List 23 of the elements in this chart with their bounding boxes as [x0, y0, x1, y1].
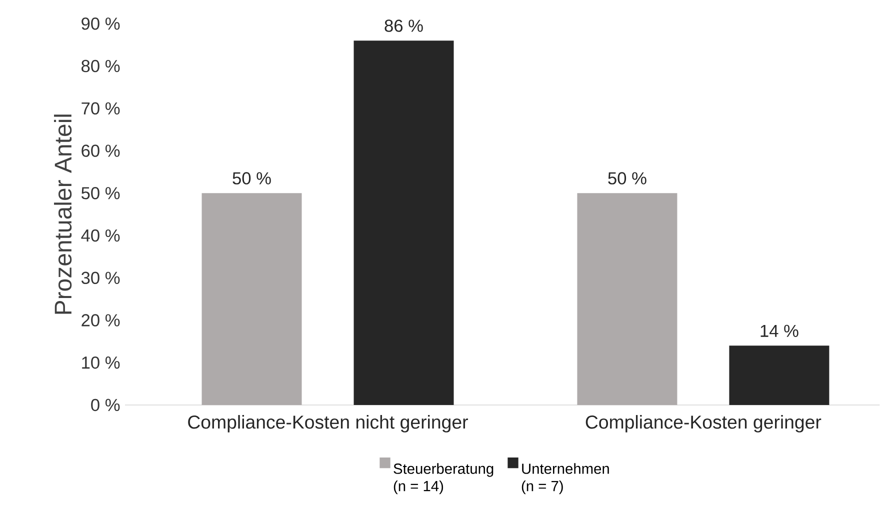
y-tick-label: 10 %	[82, 356, 120, 369]
data-label: 86 %	[384, 20, 423, 32]
legend-label: Unternehmen (n = 7)	[522, 463, 609, 494]
x-tick-label: Compliance-Kosten nicht geringer	[188, 415, 468, 432]
y-axis-title: Prozentualer Anteil	[54, 114, 72, 314]
data-label: 14 %	[760, 324, 798, 337]
bar	[577, 193, 678, 405]
bar	[202, 193, 302, 405]
data-label: 50 %	[232, 172, 271, 184]
y-tick-label: 0 %	[91, 398, 120, 412]
bar	[729, 346, 830, 405]
y-tick-label: 70 %	[82, 102, 120, 115]
y-tick-label: 60 %	[82, 144, 120, 157]
y-tick-label: 80 %	[82, 60, 120, 72]
y-tick-label: 20 %	[82, 314, 120, 326]
x-tick-label: Compliance-Kosten geringer	[586, 415, 822, 432]
y-tick-label: 30 %	[81, 272, 120, 284]
y-tick-label: 40 %	[81, 229, 120, 242]
data-label: 50 %	[608, 172, 646, 184]
y-tick-label: 50 %	[81, 187, 120, 200]
bar	[354, 40, 454, 405]
y-tick-label: 90 %	[82, 18, 120, 30]
legend-label: Steuerberatung (n = 14)	[394, 463, 494, 494]
